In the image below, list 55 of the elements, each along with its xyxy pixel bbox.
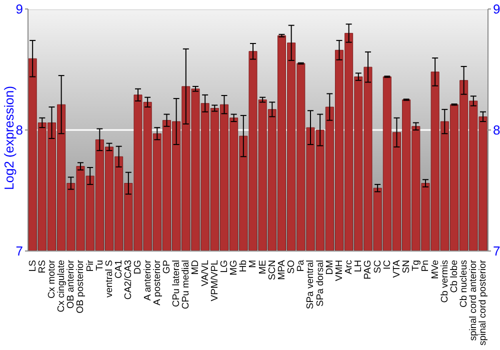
x-tick-label: Tu: [94, 260, 106, 271]
x-tick-label: Tg: [410, 260, 422, 272]
x-tick-label: MD: [190, 260, 202, 275]
x-tick-label: GP: [161, 260, 172, 274]
x-tick-label: Arc: [344, 260, 355, 274]
x-tick-label: A posterior: [152, 260, 163, 306]
y-tick-label: 8: [16, 122, 23, 138]
x-tick-label: SCN: [266, 260, 278, 280]
x-tick-label: SN: [401, 260, 412, 274]
x-tick-label: SPa dorsal: [314, 260, 326, 306]
x-tick-label: CPu medial: [180, 260, 192, 310]
x-tick-label: ventral S: [104, 260, 115, 298]
x-tick-label: RS: [36, 260, 48, 274]
x-tick-label: ME: [257, 260, 268, 274]
x-tick-label: LG: [218, 260, 230, 273]
x-tick-label: MPA: [276, 259, 288, 280]
y2-tick-label: 9: [493, 2, 500, 17]
y2-tick-label: 7: [493, 244, 500, 259]
x-tick-label: A anterior: [142, 260, 154, 301]
x-tick-label: Pir: [84, 260, 96, 272]
x-tick-label: MVe: [430, 260, 441, 280]
y-tick-label: 9: [16, 2, 23, 17]
x-tick-label: LH: [353, 260, 364, 272]
x-tick-label: VA/VL: [200, 260, 211, 286]
x-tick-label: PAG: [362, 260, 374, 280]
x-tick-label: Cx cingulate: [56, 260, 68, 312]
x-tick-label: Hb: [238, 260, 250, 272]
x-tick-label: CA2/CA3: [123, 260, 134, 300]
x-tick-label: SO: [286, 260, 298, 274]
x-tick-label: OB posterior: [75, 260, 86, 314]
x-tick-label: DG: [132, 260, 144, 274]
x-tick-label: CPu lateral: [171, 260, 182, 307]
x-tick-label: Cx motor: [46, 260, 58, 299]
x-tick-label: MG: [228, 260, 240, 276]
x-tick-label: OB anterior: [66, 260, 77, 309]
x-tick-label: VPM/VPL: [209, 260, 220, 302]
y-tick-label: 7: [16, 244, 23, 259]
x-tick-label: M: [248, 260, 259, 268]
y-axis-title: Log2 (expression): [2, 86, 17, 190]
x-tick-label: VMH: [334, 260, 345, 282]
x-tick-label: IC: [382, 260, 393, 270]
x-tick-label: SPa ventral: [305, 260, 316, 310]
x-tick-label: VTA: [391, 259, 402, 278]
x-tick-label: Pa: [296, 259, 307, 272]
y2-tick-label: 8: [493, 122, 500, 138]
x-tick-label: LS: [27, 260, 38, 272]
x-tick-label: spinal cord posterior: [478, 260, 489, 346]
x-tick-label: DM: [324, 260, 336, 275]
x-tick-label: Cb nucleus: [458, 260, 470, 308]
x-tick-label: Cb vermis: [439, 260, 450, 303]
x-tick-label: Cb lobe: [448, 260, 460, 293]
x-tick-label: CA1: [114, 260, 125, 278]
x-tick-label: Pn: [420, 260, 432, 272]
x-tick-label: spinal cord anterior: [468, 260, 480, 341]
x-tick-label: SC: [372, 260, 384, 274]
